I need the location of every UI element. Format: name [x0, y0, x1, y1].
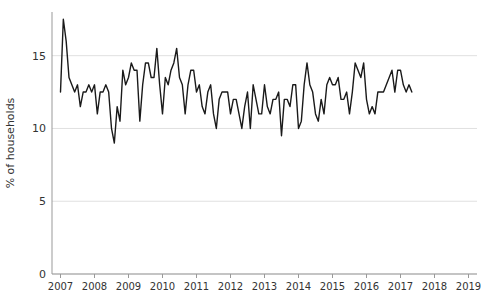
- x-tick: [400, 274, 401, 278]
- y-axis: 0 5 10 15: [32, 12, 477, 281]
- data-line: [61, 19, 412, 143]
- x-tick: [230, 274, 231, 278]
- x-tick-label: 2009: [116, 281, 141, 292]
- x-tick: [434, 274, 435, 278]
- x-tick-label: 2011: [184, 281, 209, 292]
- x-tick: [332, 274, 333, 278]
- x-tick: [128, 274, 129, 278]
- y-tick-label: 5: [39, 195, 46, 208]
- x-tick-label: 2013: [252, 281, 277, 292]
- y-axis-line: [52, 12, 53, 274]
- x-tick: [264, 274, 265, 278]
- x-tick-label: 2010: [150, 281, 175, 292]
- x-tick-label: 2012: [218, 281, 243, 292]
- x-tick-label: 2019: [456, 281, 481, 292]
- x-tick: [366, 274, 367, 278]
- y-axis-label: % of households: [4, 97, 17, 188]
- y-tick-label: 0: [39, 268, 46, 281]
- chart-container: 0510152007200820092010201120122013201420…: [0, 0, 491, 302]
- x-tick-label: 2015: [320, 281, 345, 292]
- plot-area: [61, 19, 412, 143]
- x-tick-label: 2007: [48, 281, 73, 292]
- grid-line: [52, 55, 477, 56]
- y-tick-label: 10: [32, 122, 46, 135]
- x-tick-label: 2008: [82, 281, 107, 292]
- x-axis: 2007 2008 2009 2010 2011 2012 2013 2014 2015 2016…: [48, 274, 481, 292]
- x-tick-label: 2016: [354, 281, 379, 292]
- x-tick: [196, 274, 197, 278]
- x-tick: [468, 274, 469, 278]
- x-tick-label: 2014: [286, 281, 311, 292]
- x-tick: [298, 274, 299, 278]
- grid-line: [52, 201, 477, 202]
- x-tick: [162, 274, 163, 278]
- x-tick-label: 2017: [388, 281, 413, 292]
- y-tick-label: 15: [32, 50, 46, 63]
- background: [0, 0, 491, 302]
- x-tick: [60, 274, 61, 278]
- x-tick-label: 2018: [422, 281, 447, 292]
- chart: 0510152007200820092010201120122013201420…: [0, 0, 491, 302]
- x-tick: [94, 274, 95, 278]
